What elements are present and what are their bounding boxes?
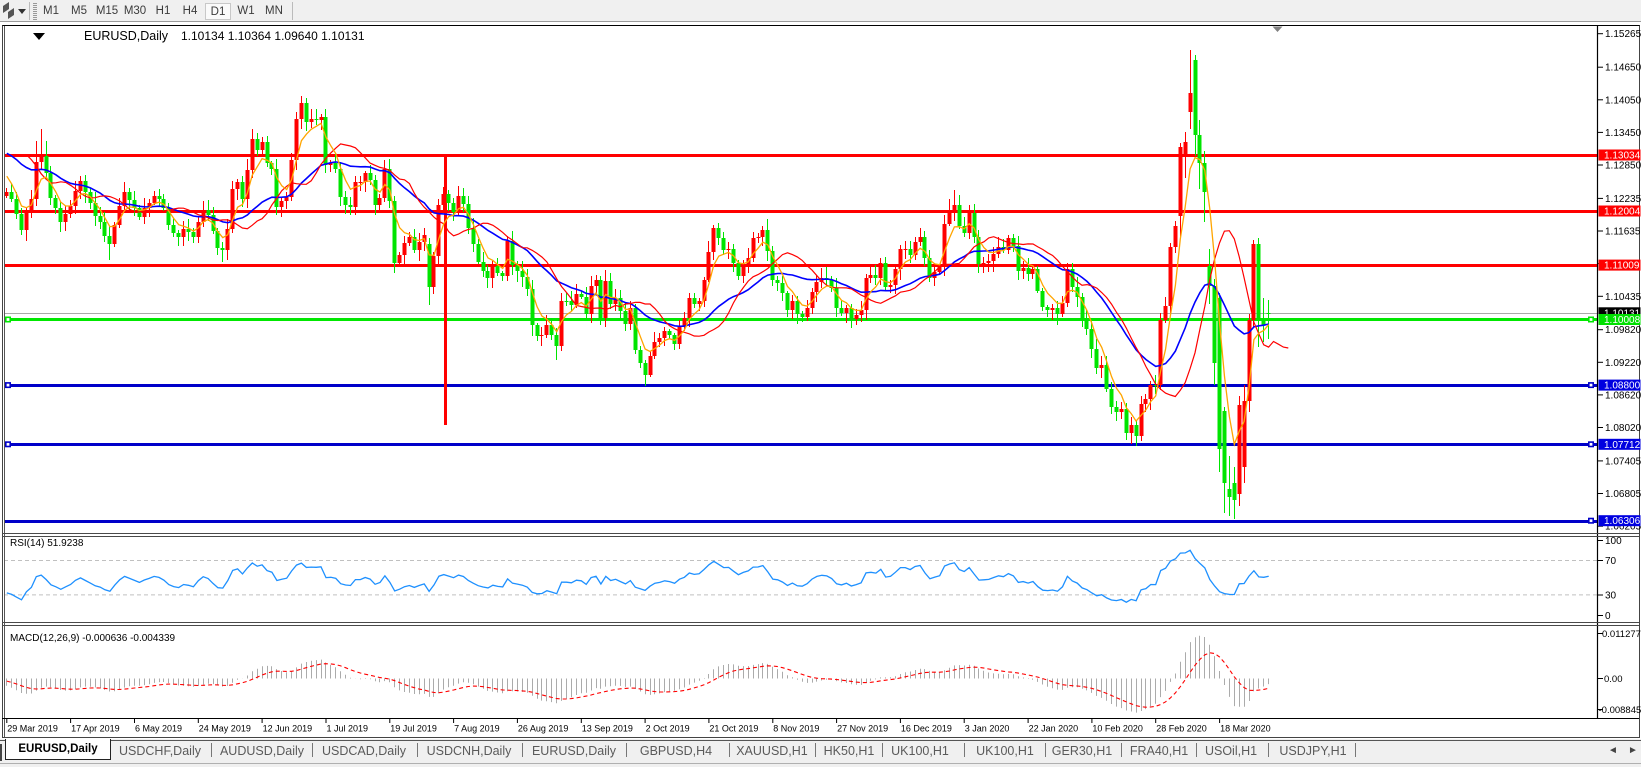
svg-text:21 Oct 2019: 21 Oct 2019 xyxy=(709,724,758,734)
svg-text:-0.008845: -0.008845 xyxy=(1599,705,1641,716)
svg-text:2 Oct 2019: 2 Oct 2019 xyxy=(646,724,690,734)
svg-text:27 Nov 2019: 27 Nov 2019 xyxy=(837,724,888,734)
svg-text:10 Feb 2020: 10 Feb 2020 xyxy=(1092,724,1143,734)
svg-text:1.14650: 1.14650 xyxy=(1605,63,1641,74)
svg-text:19 Jul 2019: 19 Jul 2019 xyxy=(390,724,437,734)
svg-text:28 Feb 2020: 28 Feb 2020 xyxy=(1156,724,1207,734)
svg-text:1.06205: 1.06205 xyxy=(1605,522,1641,533)
svg-text:MACD(12,26,9) -0.000636 -0.004: MACD(12,26,9) -0.000636 -0.004339 xyxy=(10,633,176,644)
svg-text:18 Mar 2020: 18 Mar 2020 xyxy=(1220,724,1271,734)
svg-text:16 Dec 2019: 16 Dec 2019 xyxy=(901,724,952,734)
svg-text:1 Jul 2019: 1 Jul 2019 xyxy=(327,724,369,734)
svg-text:RSI(14) 51.9238: RSI(14) 51.9238 xyxy=(10,538,84,549)
svg-text:1.11635: 1.11635 xyxy=(1605,227,1641,238)
svg-text:1.11009: 1.11009 xyxy=(1604,261,1640,272)
svg-text:7 Aug 2019: 7 Aug 2019 xyxy=(454,724,500,734)
svg-text:1.06306: 1.06306 xyxy=(1604,516,1641,527)
svg-text:1.09820: 1.09820 xyxy=(1605,325,1641,336)
svg-text:6 May 2019: 6 May 2019 xyxy=(135,724,182,734)
svg-text:13 Sep 2019: 13 Sep 2019 xyxy=(582,724,633,734)
svg-text:1.14050: 1.14050 xyxy=(1605,95,1641,106)
svg-text:8 Nov 2019: 8 Nov 2019 xyxy=(773,724,819,734)
svg-text:0.00: 0.00 xyxy=(1604,674,1623,685)
svg-text:24 May 2019: 24 May 2019 xyxy=(199,724,251,734)
svg-text:EURUSD,Daily: EURUSD,Daily xyxy=(84,29,169,43)
svg-text:1.10131: 1.10131 xyxy=(1604,308,1641,319)
svg-text:12 Jun 2019: 12 Jun 2019 xyxy=(263,724,313,734)
svg-text:70: 70 xyxy=(1605,556,1617,567)
svg-text:1.10008: 1.10008 xyxy=(1604,315,1641,326)
svg-text:1.12235: 1.12235 xyxy=(1605,194,1641,205)
svg-text:1.07405: 1.07405 xyxy=(1605,456,1641,467)
svg-text:1.08020: 1.08020 xyxy=(1605,423,1641,434)
svg-text:3 Jan 2020: 3 Jan 2020 xyxy=(965,724,1010,734)
svg-text:1.12850: 1.12850 xyxy=(1605,161,1641,172)
svg-text:26 Aug 2019: 26 Aug 2019 xyxy=(518,724,569,734)
svg-text:0: 0 xyxy=(1605,611,1611,622)
svg-text:1.13034: 1.13034 xyxy=(1604,151,1641,162)
svg-text:17 Apr 2019: 17 Apr 2019 xyxy=(71,724,120,734)
svg-text:1.08620: 1.08620 xyxy=(1605,390,1641,401)
svg-text:1.10134 1.10364 1.09640 1.1013: 1.10134 1.10364 1.09640 1.10131 xyxy=(181,29,365,43)
svg-text:100: 100 xyxy=(1605,536,1622,547)
svg-text:22 Jan 2020: 22 Jan 2020 xyxy=(1029,724,1079,734)
svg-text:1.12004: 1.12004 xyxy=(1604,207,1641,218)
svg-text:30: 30 xyxy=(1605,591,1617,602)
svg-text:29 Mar 2019: 29 Mar 2019 xyxy=(7,724,58,734)
svg-text:1.06805: 1.06805 xyxy=(1605,489,1641,500)
svg-text:1.09220: 1.09220 xyxy=(1605,358,1641,369)
svg-text:1.15265: 1.15265 xyxy=(1605,29,1641,40)
svg-text:1.10435: 1.10435 xyxy=(1605,292,1641,303)
svg-text:1.08800: 1.08800 xyxy=(1604,381,1641,392)
svg-text:1.07712: 1.07712 xyxy=(1604,440,1641,451)
svg-text:1.13450: 1.13450 xyxy=(1605,128,1641,139)
svg-text:0.011277: 0.011277 xyxy=(1602,629,1641,640)
